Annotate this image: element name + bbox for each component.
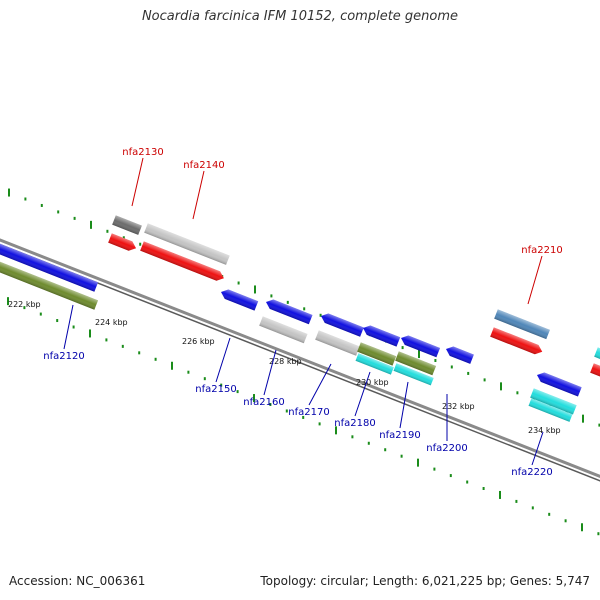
kbp-tick-label: 232 kbp (442, 402, 475, 411)
leader-line (63, 304, 74, 350)
kbp-tick-label: 226 kbp (182, 337, 215, 346)
gene-label: nfa2170 (288, 407, 329, 418)
scale-dots (7, 188, 600, 536)
gene-label: nfa2180 (334, 418, 375, 429)
gene-arrow (363, 325, 401, 347)
gene-box (0, 259, 99, 310)
leader-line (215, 337, 231, 383)
lower-scale-track (7, 297, 600, 536)
gene-box (112, 215, 142, 235)
gene-label: nfa2160 (243, 397, 284, 408)
gene-box (357, 342, 397, 366)
gene-label: nfa2130 (122, 147, 163, 158)
gene-label: nfa2190 (379, 430, 420, 441)
leader-line (354, 371, 371, 417)
leader-line (192, 170, 205, 220)
gene-label: nfa2210 (521, 245, 562, 256)
kbp-tick-label: 234 kbp (528, 426, 561, 435)
gene-arrow (266, 299, 313, 325)
genome-stats-text: Topology: circular; Length: 6,021,225 bp… (260, 574, 590, 588)
page-title: Nocardia farcinica IFM 10152, complete g… (141, 9, 459, 24)
leader-line (308, 363, 332, 406)
gene-arrow (321, 313, 364, 337)
gene-features (0, 215, 600, 422)
gene-box (494, 309, 550, 340)
leader-line (531, 431, 544, 466)
gene-label: nfa2120 (43, 351, 84, 362)
gene-box (395, 351, 437, 376)
gene-box (393, 363, 434, 386)
kbp-tick-label: 230 kbp (356, 378, 389, 387)
gene-labels: 222 kbp 224 kbp 226 kbp 228 kbp 230 kbp 232 k… (8, 147, 563, 478)
leader-line (527, 255, 543, 305)
gene-box (259, 316, 308, 344)
gene-arrow (140, 241, 224, 281)
gene-box (144, 223, 230, 265)
gene-box (530, 388, 577, 415)
leader-line (131, 157, 144, 207)
gene-arrow (401, 335, 441, 358)
kbp-tick-label: 222 kbp (8, 300, 41, 309)
gene-label: nfa2150 (195, 384, 236, 395)
gene-box (355, 353, 394, 375)
gene-label: nfa2220 (511, 467, 552, 478)
leader-line (399, 381, 409, 429)
gene-arrow (108, 233, 137, 251)
accession-text: Accession: NC_006361 (9, 574, 146, 588)
backbone-line (0, 238, 600, 478)
gene-box (315, 330, 360, 356)
gene-arrow (490, 327, 543, 355)
gene-box (528, 398, 573, 422)
gene-box (594, 347, 600, 364)
kbp-tick-label: 224 kbp (95, 318, 128, 327)
gene-arrow (446, 346, 474, 364)
gene-arrow (0, 243, 99, 292)
gene-arrow (537, 372, 582, 397)
upper-scale-track (8, 188, 600, 427)
gene-arrow (590, 363, 600, 378)
leader-line (263, 349, 277, 396)
gene-label: nfa2140 (183, 160, 224, 171)
gene-label: nfa2200 (426, 443, 467, 454)
kbp-tick-label: 228 kbp (269, 357, 302, 366)
gene-arrow (221, 289, 259, 311)
